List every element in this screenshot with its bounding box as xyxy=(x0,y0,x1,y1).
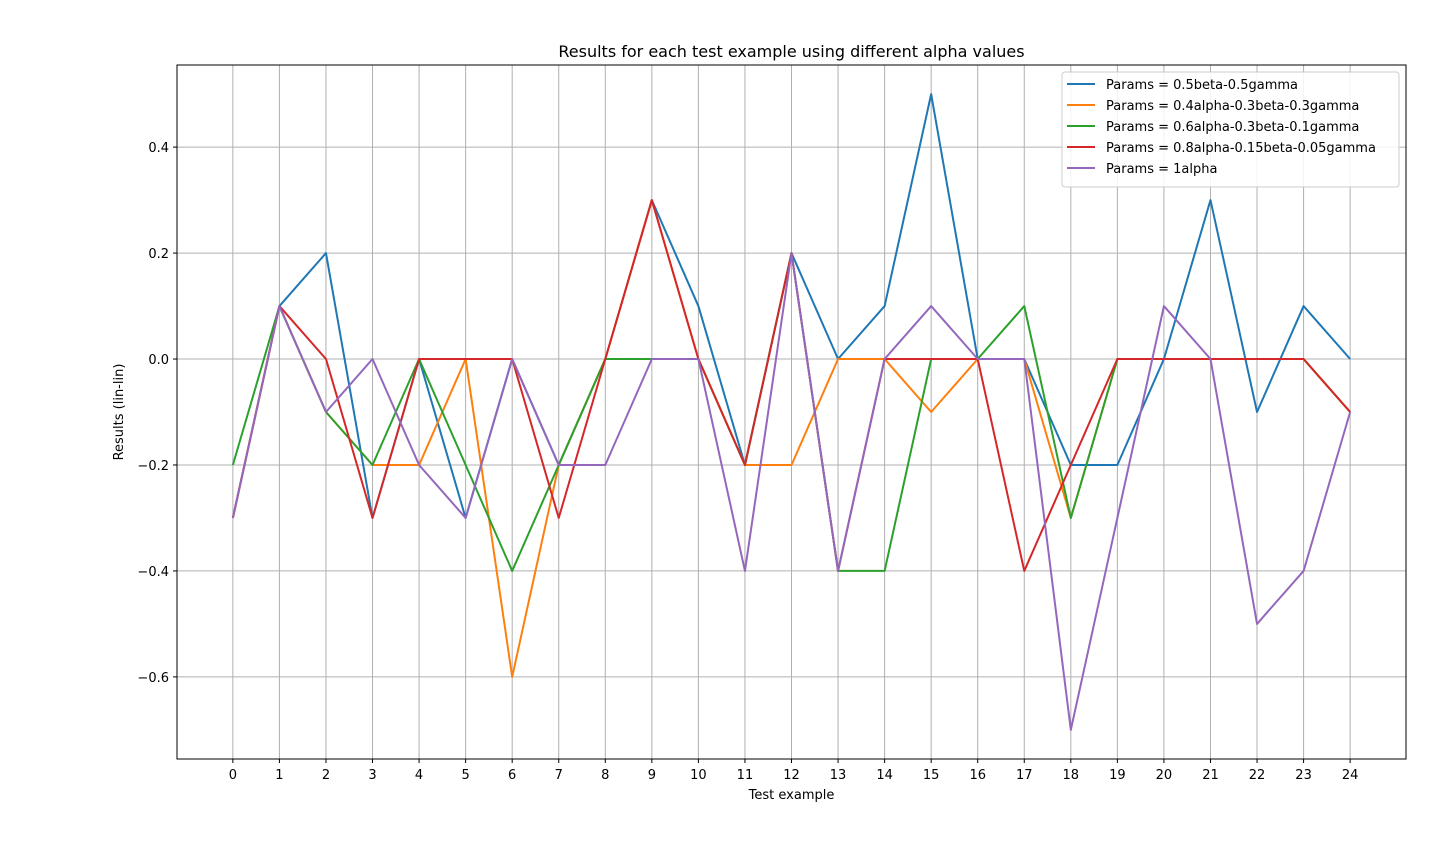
y-axis-ticks: −0.6 −0.4 −0.2 0.0 0.2 0.4 xyxy=(137,141,177,686)
y-tick-label: −0.4 xyxy=(137,565,169,580)
x-tick-label: 15 xyxy=(923,768,940,783)
x-tick-label: 9 xyxy=(648,768,656,783)
x-tick-label: 0 xyxy=(229,768,237,783)
x-tick-label: 14 xyxy=(876,768,893,783)
x-tick-label: 6 xyxy=(508,768,516,783)
y-tick-label: −0.2 xyxy=(137,459,169,474)
x-tick-label: 10 xyxy=(690,768,707,783)
y-tick-label: 0.0 xyxy=(148,353,169,368)
x-tick-label: 16 xyxy=(969,768,986,783)
x-tick-label: 23 xyxy=(1295,768,1312,783)
x-tick-label: 5 xyxy=(461,768,469,783)
x-tick-label: 17 xyxy=(1016,768,1033,783)
chart-title: Results for each test example using diff… xyxy=(558,42,1024,61)
y-tick-label: −0.6 xyxy=(137,671,169,686)
series-lines xyxy=(231,93,1352,731)
legend-entry: Params = 1alpha xyxy=(1106,162,1217,177)
x-tick-label: 3 xyxy=(368,768,376,783)
series-line-5 xyxy=(231,252,1352,731)
x-tick-label: 2 xyxy=(322,768,330,783)
x-axis-label: Test example xyxy=(748,788,835,803)
x-tick-label: 22 xyxy=(1249,768,1266,783)
x-axis-ticks: 0 1 2 3 4 5 6 7 8 9 10 11 12 13 14 15 16 17 18 19 20 21 22 23 24 xyxy=(229,759,1359,783)
x-tick-label: 8 xyxy=(601,768,609,783)
x-tick-label: 21 xyxy=(1202,768,1219,783)
x-tick-label: 7 xyxy=(555,768,563,783)
x-tick-label: 20 xyxy=(1156,768,1173,783)
legend-entry: Params = 0.4alpha-0.3beta-0.3gamma xyxy=(1106,99,1359,114)
x-tick-label: 11 xyxy=(737,768,754,783)
legend-entry: Params = 0.6alpha-0.3beta-0.1gamma xyxy=(1106,120,1359,135)
x-tick-label: 13 xyxy=(830,768,847,783)
y-axis-label: Results (lin-lin) xyxy=(112,364,127,461)
legend-box xyxy=(1061,71,1400,188)
y-tick-label: 0.4 xyxy=(148,141,169,156)
x-tick-label: 18 xyxy=(1063,768,1080,783)
legend-entry: Params = 0.5beta-0.5gamma xyxy=(1106,78,1298,93)
legend: Params = 0.5beta-0.5gamma Params = 0.4alp… xyxy=(1061,71,1400,188)
x-tick-label: 4 xyxy=(415,768,423,783)
x-tick-label: 19 xyxy=(1109,768,1126,783)
x-tick-label: 1 xyxy=(275,768,283,783)
y-tick-label: 0.2 xyxy=(148,247,169,262)
legend-entry: Params = 0.8alpha-0.15beta-0.05gamma xyxy=(1106,141,1376,156)
x-tick-label: 12 xyxy=(783,768,800,783)
x-tick-label: 24 xyxy=(1342,768,1359,783)
